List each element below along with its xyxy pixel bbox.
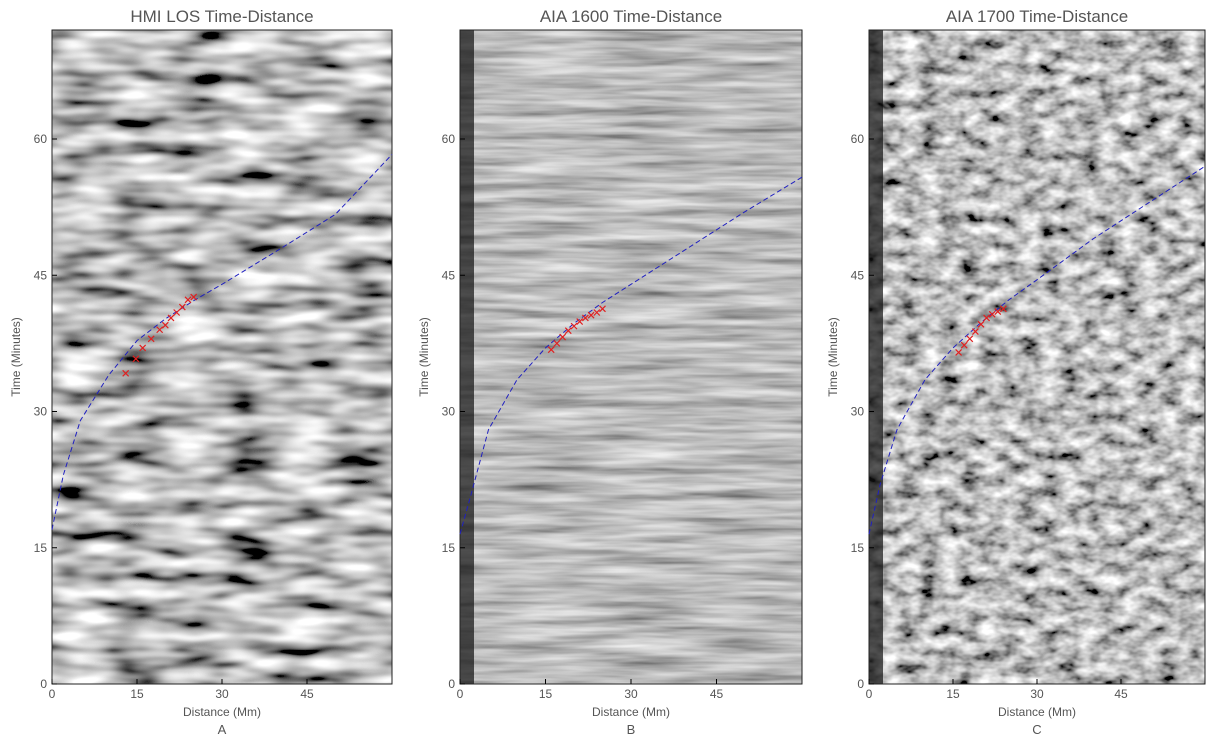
y-tick-label: 0 bbox=[857, 677, 864, 691]
data-point bbox=[977, 320, 985, 328]
data-point bbox=[132, 355, 140, 363]
fit-curve bbox=[51, 154, 393, 530]
x-tick-label: 30 bbox=[624, 687, 638, 701]
data-point bbox=[161, 321, 169, 329]
data-point bbox=[955, 349, 963, 356]
panel-label: A bbox=[218, 722, 227, 737]
panel-label: C bbox=[1032, 722, 1041, 737]
x-tick-label: 45 bbox=[300, 687, 314, 701]
data-point bbox=[122, 369, 130, 377]
data-point bbox=[581, 314, 589, 322]
x-tick-label: 15 bbox=[946, 687, 960, 701]
y-tick-label: 30 bbox=[34, 405, 48, 419]
y-tick-label: 60 bbox=[34, 132, 48, 146]
data-point bbox=[178, 303, 186, 311]
x-tick-label: 15 bbox=[130, 687, 144, 701]
panel-label: B bbox=[627, 722, 636, 737]
chart-title: HMI LOS Time-Distance bbox=[130, 7, 313, 26]
image-edge bbox=[460, 30, 474, 684]
y-tick-label: 0 bbox=[40, 677, 47, 691]
data-point bbox=[599, 305, 606, 313]
data-point bbox=[167, 314, 175, 322]
y-axis-label: Time (Minutes) bbox=[417, 317, 431, 397]
y-tick-label: 0 bbox=[448, 677, 455, 691]
data-point bbox=[559, 333, 567, 341]
x-axis-label: Distance (Mm) bbox=[998, 705, 1076, 719]
data-point bbox=[190, 293, 198, 301]
y-tick-label: 30 bbox=[442, 405, 456, 419]
data-point bbox=[547, 346, 555, 354]
x-tick-label: 45 bbox=[710, 687, 724, 701]
data-point bbox=[966, 335, 974, 343]
data-point bbox=[147, 335, 155, 343]
x-tick-label: 15 bbox=[539, 687, 553, 701]
chart-title: AIA 1700 Time-Distance bbox=[946, 7, 1128, 26]
data-point bbox=[988, 310, 996, 318]
x-tick-label: 30 bbox=[215, 687, 229, 701]
x-tick-label: 0 bbox=[457, 687, 464, 701]
x-axis-label: Distance (Mm) bbox=[592, 705, 670, 719]
image-background bbox=[460, 30, 802, 684]
y-axis-label: Time (Minutes) bbox=[826, 317, 840, 397]
y-tick-label: 60 bbox=[851, 132, 865, 146]
x-tick-label: 45 bbox=[1114, 687, 1128, 701]
data-point bbox=[173, 309, 181, 316]
data-point bbox=[553, 339, 561, 347]
x-axis-label: Distance (Mm) bbox=[183, 705, 261, 719]
x-tick-label: 0 bbox=[866, 687, 873, 701]
data-point bbox=[587, 311, 595, 319]
data-point bbox=[564, 327, 572, 335]
y-tick-label: 30 bbox=[851, 405, 865, 419]
data-point bbox=[999, 305, 1007, 313]
y-axis-label: Time (Minutes) bbox=[9, 317, 23, 397]
fit-curve bbox=[868, 165, 1206, 535]
image-edge bbox=[869, 30, 883, 684]
data-point bbox=[983, 314, 991, 322]
data-point bbox=[139, 344, 147, 352]
y-tick-label: 15 bbox=[34, 541, 48, 555]
data-point bbox=[570, 322, 578, 330]
y-tick-label: 15 bbox=[442, 541, 456, 555]
y-tick-label: 45 bbox=[34, 268, 48, 282]
image-background bbox=[52, 30, 392, 684]
data-point bbox=[593, 309, 601, 316]
y-tick-label: 45 bbox=[442, 268, 456, 282]
y-tick-label: 45 bbox=[851, 268, 865, 282]
data-point bbox=[994, 308, 1002, 316]
data-point bbox=[156, 326, 164, 334]
y-tick-label: 60 bbox=[442, 132, 456, 146]
data-point bbox=[576, 318, 584, 325]
data-point bbox=[184, 296, 192, 304]
chart-title: AIA 1600 Time-Distance bbox=[540, 7, 722, 26]
y-tick-label: 15 bbox=[851, 541, 865, 555]
image-background bbox=[869, 30, 1205, 684]
data-point bbox=[971, 328, 979, 335]
data-point bbox=[960, 341, 968, 349]
x-tick-label: 30 bbox=[1030, 687, 1044, 701]
x-tick-label: 0 bbox=[49, 687, 56, 701]
